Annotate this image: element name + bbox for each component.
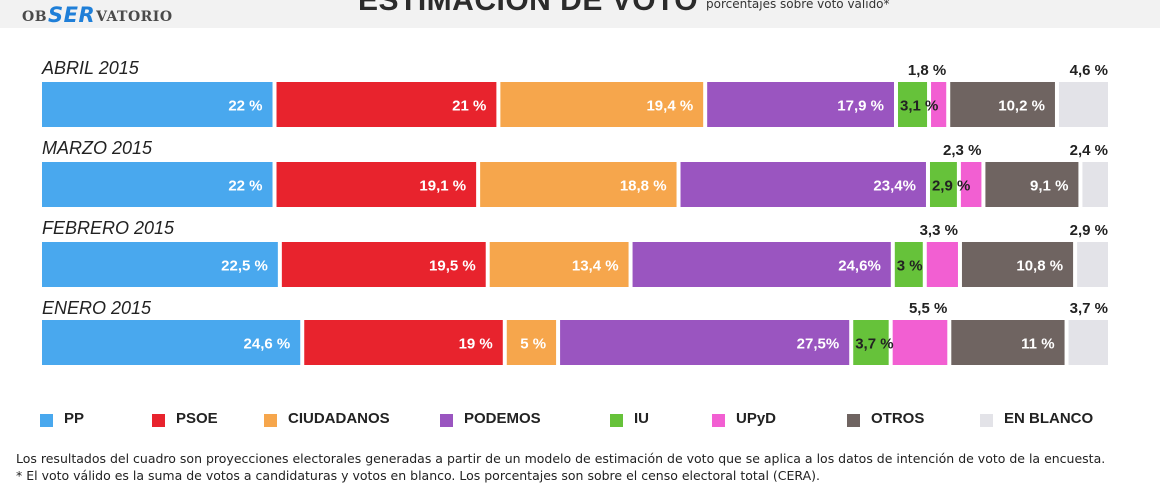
legend-label-iu: IU [634,410,649,427]
value-label-upyd-abril-2015: 1,8 % [908,62,946,79]
value-label-otros-febrero-2015: 10,8 % [1016,258,1063,275]
bar-pp-febrero-2015 [42,242,278,287]
value-label-psoe-abril-2015: 21 % [452,98,486,115]
value-label-ciudadanos-febrero-2015: 13,4 % [572,258,619,275]
logo-prefix: OB [22,9,48,25]
bar-podemos-febrero-2015 [632,242,891,287]
value-label-iu-febrero-2015: 3 % [897,258,923,275]
value-label-ciudadanos-marzo-2015: 18,8 % [620,178,667,195]
legend-swatch-ciudadanos [264,414,277,427]
value-label-otros-enero-2015: 11 % [1021,336,1054,353]
value-label-ciudadanos-enero-2015: 5 % [520,336,546,353]
value-label-ciudadanos-abril-2015: 19,4 % [646,98,693,115]
legend-label-ciudadanos: CIUDADANOS [288,410,390,427]
bar-podemos-enero-2015 [560,320,850,365]
bar-psoe-abril-2015 [276,82,497,127]
bar-pp-marzo-2015 [42,162,273,207]
value-label-otros-marzo-2015: 9,1 % [1030,178,1068,195]
value-label-iu-enero-2015: 3,7 % [855,336,893,353]
row-label-febrero-2015: FEBRERO 2015 [42,218,175,238]
value-label-psoe-enero-2015: 19 % [459,336,493,353]
value-label-iu-abril-2015: 3,1 % [900,98,938,115]
chart-title: ESTIMACIÓN DE VOTO [358,0,699,17]
stacked-bar-chart: ABRIL 2015 22 % 21 % 19,4 % 17,9 % 3,1 % 1,8 %… [41,58,1108,365]
value-label-podemos-marzo-2015: 23,4% [873,178,916,195]
value-label-pp-abril-2015: 22 % [228,98,262,115]
legend-swatch-en-blanco [980,414,993,427]
value-label-upyd-enero-2015: 5,5 % [909,300,947,317]
chart-subtitle: porcentajes sobre voto válido* [706,0,890,11]
row-label-enero-2015: ENERO 2015 [42,298,152,318]
logo-suffix: VATORIO [96,9,173,25]
value-label-psoe-marzo-2015: 19,1 % [419,178,466,195]
legend-swatch-podemos [440,414,453,427]
bar-upyd-febrero-2015 [926,242,958,287]
bar-podemos-marzo-2015 [680,162,926,207]
bar-otros-marzo-2015 [985,162,1079,207]
legend-label-otros: OTROS [871,410,925,427]
value-label-en-blanco-enero-2015: 3,7 % [1070,300,1108,317]
value-label-pp-febrero-2015: 22,5 % [221,258,268,275]
legend-label-upyd: UPyD [736,410,777,427]
footnote-methodology: Los resultados del cuadro son proyeccion… [16,451,1106,466]
bar-otros-enero-2015 [951,320,1065,365]
bar-psoe-febrero-2015 [281,242,486,287]
value-label-pp-enero-2015: 24,6 % [244,336,291,353]
legend-swatch-pp [40,414,53,427]
bar-ciudadanos-enero-2015 [506,320,557,365]
bar-upyd-marzo-2015 [960,162,982,207]
bar-ciudadanos-febrero-2015 [489,242,629,287]
legend-swatch-iu [610,414,623,427]
bar-ciudadanos-marzo-2015 [480,162,677,207]
legend-swatch-otros [847,414,860,427]
value-label-podemos-enero-2015: 27,5% [797,336,840,353]
value-label-pp-marzo-2015: 22 % [228,178,262,195]
bar-psoe-marzo-2015 [276,162,477,207]
bar-iu-marzo-2015 [929,162,957,207]
bar-en-blanco-abril-2015 [1058,82,1108,127]
value-label-iu-marzo-2015: 2,9 % [932,178,970,195]
legend-label-en-blanco: EN BLANCO [1004,410,1094,427]
legend-swatch-upyd [712,414,725,427]
bar-en-blanco-marzo-2015 [1082,162,1108,207]
bar-en-blanco-febrero-2015 [1077,242,1108,287]
logo-brand: SER [48,3,96,27]
bar-podemos-abril-2015 [707,82,894,127]
legend-label-podemos: PODEMOS [464,410,541,427]
value-label-en-blanco-abril-2015: 4,6 % [1070,62,1108,79]
bar-upyd-enero-2015 [892,320,948,365]
bar-upyd-abril-2015 [931,82,947,127]
bar-otros-abril-2015 [950,82,1055,127]
observatorio-logo: OBSERVATORIO [22,2,173,27]
bar-iu-febrero-2015 [894,242,923,287]
header-bar [0,0,1160,28]
bar-otros-febrero-2015 [961,242,1074,287]
value-label-podemos-febrero-2015: 24,6% [838,258,881,275]
legend-label-psoe: PSOE [176,410,218,427]
bar-psoe-enero-2015 [304,320,503,365]
value-label-podemos-abril-2015: 17,9 % [837,98,884,115]
value-label-otros-abril-2015: 10,2 % [998,98,1045,115]
value-label-en-blanco-febrero-2015: 2,9 % [1070,222,1108,239]
value-label-upyd-febrero-2015: 3,3 % [920,222,958,239]
bar-iu-enero-2015 [853,320,889,365]
bar-iu-abril-2015 [898,82,928,127]
value-label-upyd-marzo-2015: 2,3 % [943,142,981,159]
footnote-valid-vote: * El voto válido es la suma de votos a c… [16,468,820,483]
value-label-psoe-febrero-2015: 19,5 % [429,258,476,275]
bar-pp-abril-2015 [42,82,273,127]
legend-label-pp: PP [64,410,85,427]
bar-en-blanco-enero-2015 [1068,320,1108,365]
legend-swatch-psoe [152,414,165,427]
row-label-marzo-2015: MARZO 2015 [42,138,153,158]
legend: PP PSOE CIUDADANOS PODEMOS IU UPyD OTROS EN BLA… [40,408,1140,432]
bar-ciudadanos-abril-2015 [500,82,704,127]
row-label-abril-2015: ABRIL 2015 [41,58,140,78]
bar-pp-enero-2015 [42,320,301,365]
value-label-en-blanco-marzo-2015: 2,4 % [1070,142,1108,159]
